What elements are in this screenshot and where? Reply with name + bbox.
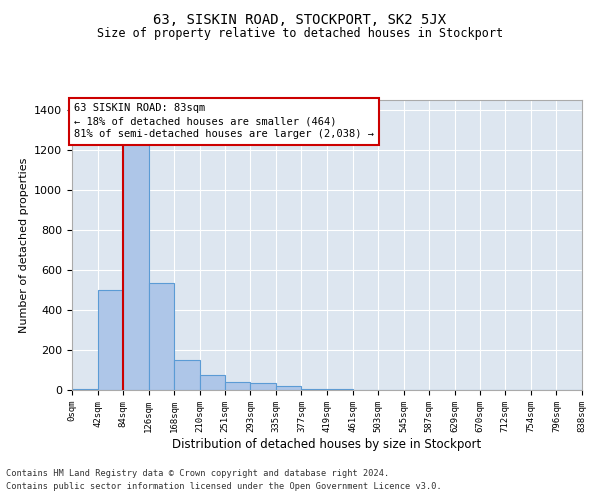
Y-axis label: Number of detached properties: Number of detached properties xyxy=(19,158,29,332)
Text: 63 SISKIN ROAD: 83sqm
← 18% of detached houses are smaller (464)
81% of semi-det: 63 SISKIN ROAD: 83sqm ← 18% of detached … xyxy=(74,103,374,140)
Bar xyxy=(225,382,250,390)
Text: Size of property relative to detached houses in Stockport: Size of property relative to detached ho… xyxy=(97,28,503,40)
Bar xyxy=(72,389,98,390)
Bar xyxy=(327,389,353,390)
Bar xyxy=(174,360,200,390)
Bar xyxy=(98,290,123,390)
Bar xyxy=(123,142,149,390)
Bar xyxy=(200,375,225,390)
Text: Contains HM Land Registry data © Crown copyright and database right 2024.: Contains HM Land Registry data © Crown c… xyxy=(6,468,389,477)
Text: Contains public sector information licensed under the Open Government Licence v3: Contains public sector information licen… xyxy=(6,482,442,491)
Bar xyxy=(301,389,327,390)
Bar xyxy=(149,283,174,390)
Text: 63, SISKIN ROAD, STOCKPORT, SK2 5JX: 63, SISKIN ROAD, STOCKPORT, SK2 5JX xyxy=(154,12,446,26)
Bar xyxy=(276,386,301,390)
Bar xyxy=(250,383,276,390)
X-axis label: Distribution of detached houses by size in Stockport: Distribution of detached houses by size … xyxy=(172,438,482,450)
